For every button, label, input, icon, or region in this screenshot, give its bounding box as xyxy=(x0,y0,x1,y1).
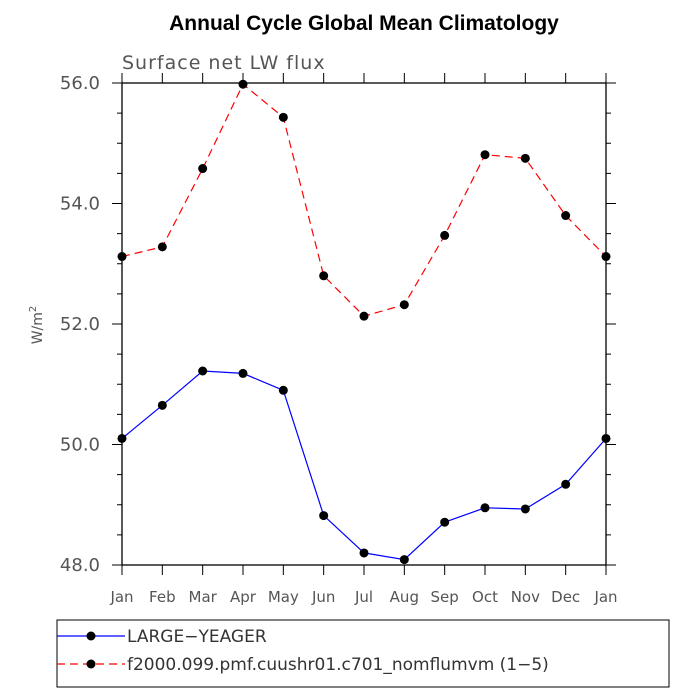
legend-marker xyxy=(86,659,96,669)
legend-marker xyxy=(86,631,96,641)
data-point xyxy=(278,385,288,395)
data-point xyxy=(198,366,208,376)
data-point xyxy=(198,164,208,174)
x-tick-label: Jun xyxy=(311,588,335,606)
y-tick-label: 50.0 xyxy=(60,435,100,456)
x-tick-label: Jan xyxy=(593,588,617,606)
x-tick-label: Dec xyxy=(551,588,580,606)
x-tick-label: Oct xyxy=(472,588,498,606)
data-point xyxy=(480,150,490,160)
data-point xyxy=(238,368,248,378)
data-point xyxy=(440,517,450,527)
data-point xyxy=(399,300,409,310)
chart-title: Annual Cycle Global Mean Climatology xyxy=(169,12,559,35)
series-group xyxy=(117,79,611,565)
x-tick-label: Sep xyxy=(431,588,459,606)
legend-label-1: f2000.099.pmf.cuushr01.c701_nomflumvm (1… xyxy=(127,655,549,675)
y-tick-label: 48.0 xyxy=(60,555,100,576)
data-point xyxy=(319,271,329,281)
x-tick-label: Apr xyxy=(230,588,257,606)
data-point xyxy=(157,242,167,252)
data-point xyxy=(399,555,409,565)
x-tick-label: Aug xyxy=(390,588,419,606)
x-tick-label: May xyxy=(268,588,299,606)
y-axis-ticks: 48.0 50.0 52.0 54.0 56.0 xyxy=(60,73,616,576)
series-line-0 xyxy=(121,370,607,561)
data-point xyxy=(520,504,530,514)
y-tick-label: 54.0 xyxy=(60,194,100,215)
data-point xyxy=(480,503,490,513)
legend-label-0: LARGE−YEAGER xyxy=(127,627,267,647)
data-point xyxy=(278,112,288,122)
y-axis-label-base: W/m xyxy=(30,312,46,344)
x-tick-label: Jan xyxy=(109,588,133,606)
data-point xyxy=(319,511,329,521)
x-tick-label: Nov xyxy=(511,588,540,606)
plot-frame xyxy=(121,82,607,566)
legend: LARGE−YEAGER f2000.099.pmf.cuushr01.c701_… xyxy=(57,627,549,675)
data-point xyxy=(238,79,248,89)
data-point xyxy=(157,400,167,410)
series-line-1 xyxy=(121,83,607,317)
data-point xyxy=(561,479,571,489)
y-tick-label: 52.0 xyxy=(60,314,100,335)
x-axis-ticks: Jan Feb Mar Apr May Jun Jul Aug Sep Oct Nov Dec Jan xyxy=(109,73,618,606)
data-point xyxy=(359,548,369,558)
y-tick-label: 56.0 xyxy=(60,73,100,94)
data-point xyxy=(561,211,571,221)
x-tick-label: Jul xyxy=(354,588,373,606)
legend-box xyxy=(56,619,670,688)
y-axis-label: W/m2 xyxy=(28,306,46,345)
data-point xyxy=(440,230,450,240)
data-point xyxy=(359,311,369,321)
data-point xyxy=(520,153,530,163)
y-axis-label-superscript: 2 xyxy=(28,306,39,312)
x-tick-label: Mar xyxy=(189,588,218,606)
chart-subtitle: Surface net LW flux xyxy=(122,52,326,74)
x-tick-label: Feb xyxy=(149,588,176,606)
